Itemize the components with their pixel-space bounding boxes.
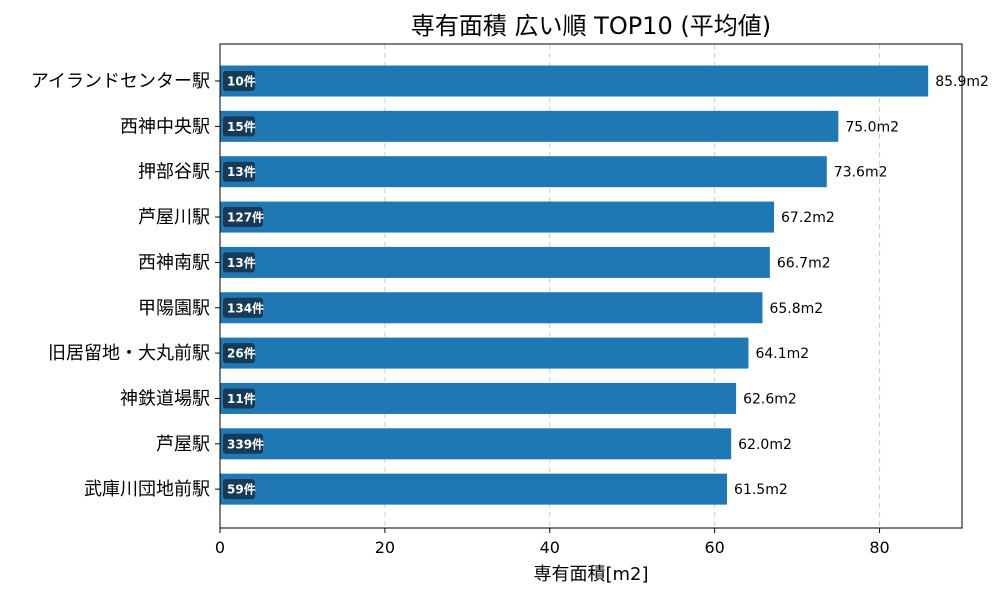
y-tick-label: 武庫川団地前駅	[84, 479, 210, 500]
y-tick-label: 西神中央駅	[120, 116, 210, 137]
bar-value-label: 67.2m2	[781, 210, 835, 226]
count-badge	[223, 297, 263, 318]
x-axis-label: 専有面積[m2]	[533, 564, 648, 585]
x-tick-label: 20	[375, 538, 395, 557]
x-tick-label: 0	[215, 538, 225, 557]
x-axis-ticks: 0 20 40 60 80	[215, 528, 890, 557]
count-badge	[223, 116, 255, 137]
bar	[220, 156, 827, 188]
y-axis-labels: アイランドセンター駅西神中央駅押部谷駅芦屋川駅西神南駅甲陽園駅旧居留地・大丸前駅…	[31, 71, 220, 500]
bar-value-label: 65.8m2	[769, 301, 823, 317]
count-badge	[223, 343, 255, 364]
bar	[220, 382, 737, 414]
count-badge	[223, 479, 255, 500]
bars: 85.9m210件75.0m215件73.6m213件67.2m2127件66.…	[220, 65, 989, 505]
bar-value-label: 62.0m2	[738, 437, 792, 453]
bar	[220, 246, 770, 278]
count-badge-label: 26件	[227, 346, 256, 361]
y-tick-label: 芦屋駅	[156, 434, 210, 455]
y-tick-label: 押部谷駅	[138, 162, 210, 183]
y-tick-label: 神鉄道場駅	[120, 388, 210, 409]
count-badge-label: 10件	[227, 74, 256, 89]
count-badge-label: 13件	[227, 164, 256, 179]
bar-value-label: 64.1m2	[755, 346, 809, 362]
bar-value-label: 62.6m2	[743, 391, 797, 407]
chart-title: 専有面積 広い順 TOP10 (平均値)	[411, 12, 771, 40]
x-tick-label: 80	[869, 538, 889, 557]
bar	[220, 337, 749, 369]
y-tick-label: 甲陽園駅	[138, 298, 210, 319]
count-badge	[223, 388, 255, 409]
bar	[220, 428, 732, 460]
count-badge-label: 127件	[227, 210, 264, 225]
count-badge-label: 11件	[227, 391, 256, 406]
x-tick-label: 40	[540, 538, 560, 557]
bar-value-label: 73.6m2	[834, 165, 888, 181]
count-badge	[223, 71, 255, 91]
count-badge-label: 13件	[227, 255, 256, 270]
bar	[220, 473, 728, 505]
count-badge	[223, 433, 263, 454]
y-tick-label: 西神南駅	[138, 252, 210, 273]
y-tick-label: 芦屋川駅	[138, 207, 210, 228]
count-badge-label: 15件	[227, 119, 256, 134]
count-badge	[223, 161, 255, 182]
bar-value-label: 66.7m2	[777, 255, 831, 271]
bar	[220, 65, 929, 97]
count-badge-label: 59件	[227, 482, 256, 497]
bar-value-label: 61.5m2	[734, 482, 788, 498]
bar-value-label: 75.0m2	[845, 119, 899, 135]
y-tick-label: アイランドセンター駅	[31, 71, 210, 92]
bar	[220, 201, 775, 233]
count-badge-label: 339件	[227, 436, 264, 451]
count-badge	[223, 207, 263, 228]
x-tick-label: 60	[704, 538, 724, 557]
count-badge	[223, 252, 255, 273]
bar	[220, 110, 839, 142]
count-badge-label: 134件	[227, 300, 264, 315]
plot-frame	[219, 43, 963, 529]
bar	[220, 292, 763, 324]
y-tick-label: 旧居留地・大丸前駅	[48, 343, 210, 364]
